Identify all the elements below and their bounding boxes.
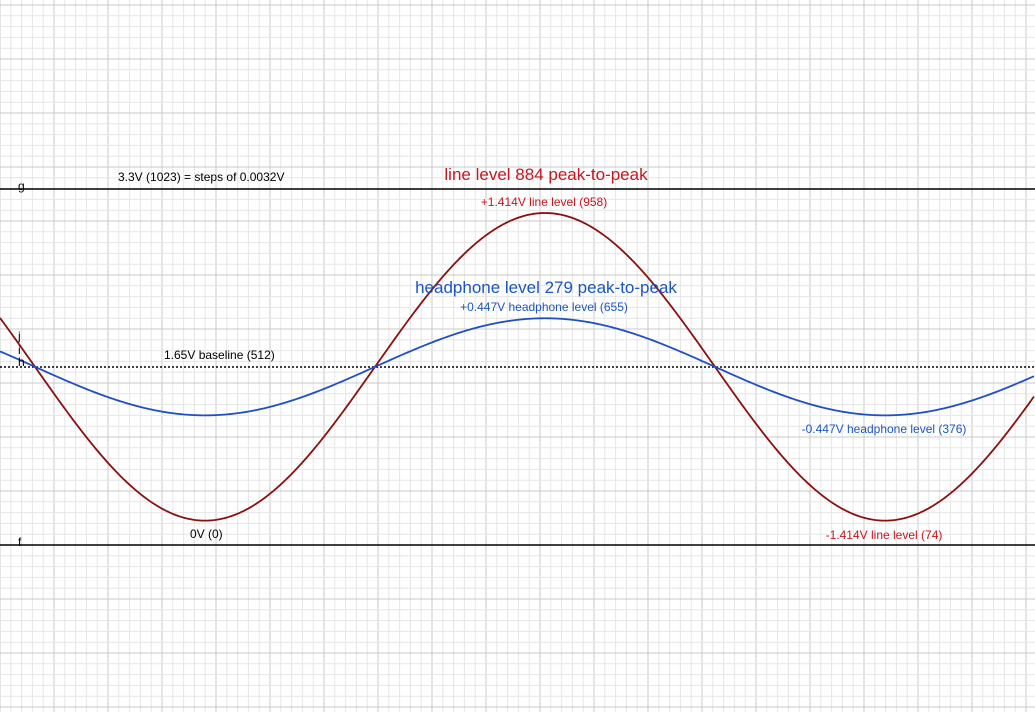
headphone-level-min-label: -0.447V headphone level (376) [801,422,967,436]
line-level-wave [0,212,1035,522]
baseline-reference-label: 1.65V baseline (512) [164,348,275,362]
top-line-letter: g [18,179,25,193]
line-level-max-label: +1.414V line level (958) [480,195,608,209]
headphone-level-wave [0,317,1035,417]
top-reference-label: 3.3V (1023) = steps of 0.0032V [118,170,285,184]
axis-letter-j: j [18,329,21,343]
headphone-level-title: headphone level 279 peak-to-peak [415,278,677,297]
line-level-min-label: -1.414V line level (74) [825,528,943,542]
baseline-letter: h [18,355,25,369]
headphone-level-max-label: +0.447V headphone level (655) [460,300,628,314]
line-level-title: line level 884 peak-to-peak [444,165,648,184]
bottom-line-letter: f [18,535,22,549]
axis-letter-i: i [18,343,21,357]
bottom-reference-label: 0V (0) [190,527,223,541]
